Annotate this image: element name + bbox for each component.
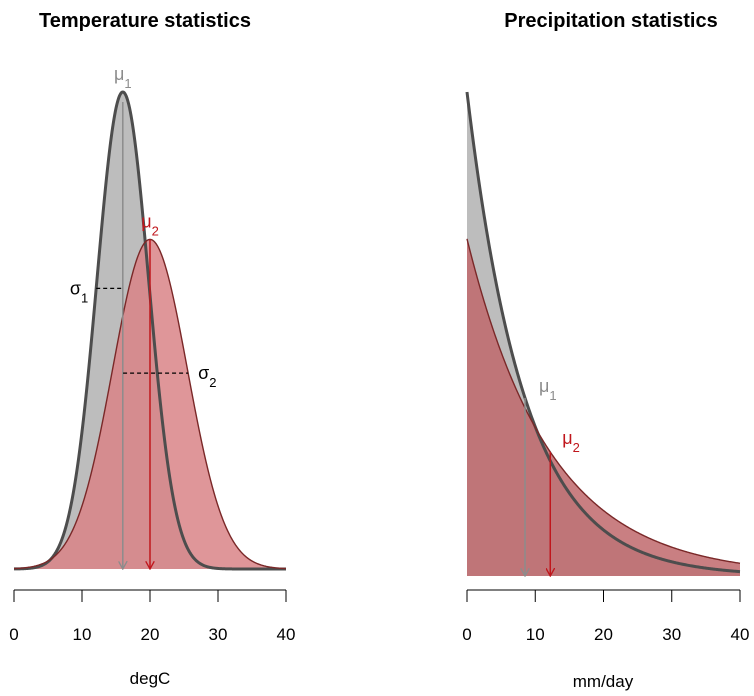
precipitation-title: Precipitation statistics xyxy=(504,10,717,32)
precipitation-mu1-label: μ1 xyxy=(539,376,557,403)
precipitation-tick-label: 30 xyxy=(662,625,681,644)
precipitation-x-axis: 0 10 20 30 40 xyxy=(462,589,750,644)
precipitation-tick-label: 0 xyxy=(462,625,471,644)
temperature-tick-label: 10 xyxy=(73,625,92,644)
temperature-panel: Temperature statistics μ1 μ2 σ1 σ2 0 10 20 30 4… xyxy=(9,10,295,688)
precipitation-series-2-area xyxy=(467,238,740,577)
precipitation-tick-label: 40 xyxy=(731,625,750,644)
precipitation-mu2-label: μ2 xyxy=(562,428,580,455)
temperature-title: Temperature statistics xyxy=(39,10,251,32)
temperature-mu1-label: μ1 xyxy=(114,64,132,91)
precipitation-series-2-curve xyxy=(466,238,741,564)
temperature-tick-label: 30 xyxy=(209,625,228,644)
precipitation-x-axis-label: mm/day xyxy=(573,672,634,691)
temperature-x-axis: 0 10 20 30 40 xyxy=(9,589,296,644)
temperature-tick-label: 0 xyxy=(9,625,18,644)
temperature-x-axis-label: degC xyxy=(130,669,171,688)
temperature-sigma1-label: σ1 xyxy=(70,278,88,305)
precipitation-tick-label: 20 xyxy=(594,625,613,644)
temperature-plot-area: μ1 μ2 σ1 σ2 xyxy=(13,64,287,571)
temperature-tick-label: 40 xyxy=(277,625,296,644)
temperature-tick-label: 20 xyxy=(141,625,160,644)
temperature-sigma2-label: σ2 xyxy=(198,363,216,390)
precipitation-series-1-curve xyxy=(465,91,741,574)
temperature-mu2-label: μ2 xyxy=(141,211,159,238)
precipitation-tick-label: 10 xyxy=(526,625,545,644)
